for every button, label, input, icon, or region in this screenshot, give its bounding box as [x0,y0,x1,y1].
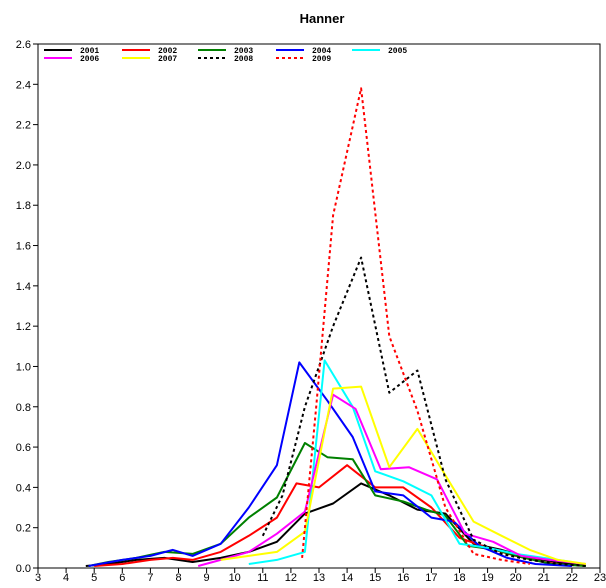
y-tick-label: 0.6 [16,442,31,454]
legend-label-2007: 2007 [158,55,177,64]
x-tick-label: 9 [204,572,210,584]
y-tick-label: 2.0 [16,160,31,172]
legend-label-2004: 2004 [312,47,331,56]
x-tick-label: 4 [63,572,69,584]
legend-label-2009: 2009 [312,55,331,64]
y-tick-label: 1.0 [16,361,31,373]
y-tick-label: 0.0 [16,563,31,575]
y-tick-label: 0.2 [16,523,31,535]
y-tick-label: 1.2 [16,321,31,333]
x-tick-label: 17 [425,572,437,584]
x-tick-label: 12 [285,572,297,584]
y-tick-label: 1.6 [16,241,31,253]
legend-label-2005: 2005 [388,47,407,56]
legend-label-2003: 2003 [234,47,253,56]
legend-label-2002: 2002 [158,47,177,56]
y-tick-label: 0.4 [16,482,31,494]
axes: 3 4 5 6 7 8 9 10 11 12 13 14 15 16 17 18 19 20 21 22 23 0.0 0.… [16,39,606,584]
x-tick-label: 15 [369,572,381,584]
series-line-2006 [197,393,587,567]
x-tick-label: 18 [453,572,465,584]
legend: 2001 2002 2003 2004 2005 2006 2007 2008 2009 [44,47,407,64]
y-tick-label: 2.6 [16,39,31,51]
x-tick-label: 21 [538,572,550,584]
y-tick-label: 2.2 [16,120,31,132]
legend-label-2001: 2001 [80,47,99,56]
x-tick-label: 10 [229,572,241,584]
y-tick-label: 0.8 [16,402,31,414]
chart-title: Hanner [300,11,345,26]
y-tick-label: 1.8 [16,200,31,212]
legend-label-2008: 2008 [234,55,253,64]
x-tick-label: 8 [175,572,181,584]
x-tick-label: 20 [510,572,522,584]
x-tick-label: 7 [147,572,153,584]
y-tick-label: 1.4 [16,281,31,293]
legend-label-2006: 2006 [80,55,99,64]
y-tick-label: 2.4 [16,79,31,91]
series-line-2009 [301,87,530,565]
series-line-2003 [88,442,586,567]
x-tick-label: 16 [397,572,409,584]
x-tick-label: 19 [481,572,493,584]
series-line-2008 [261,256,586,567]
x-tick-label: 23 [594,572,606,584]
plot-area [85,87,587,567]
x-tick-label: 11 [257,572,268,584]
x-tick-label: 14 [341,572,353,584]
x-tick-label: 13 [313,572,325,584]
x-tick-label: 22 [566,572,578,584]
plot-frame [37,43,601,569]
x-tick-label: 6 [119,572,125,584]
x-tick-label: 5 [91,572,97,584]
x-tick-label: 3 [35,572,41,584]
series-line-2007 [220,385,587,565]
